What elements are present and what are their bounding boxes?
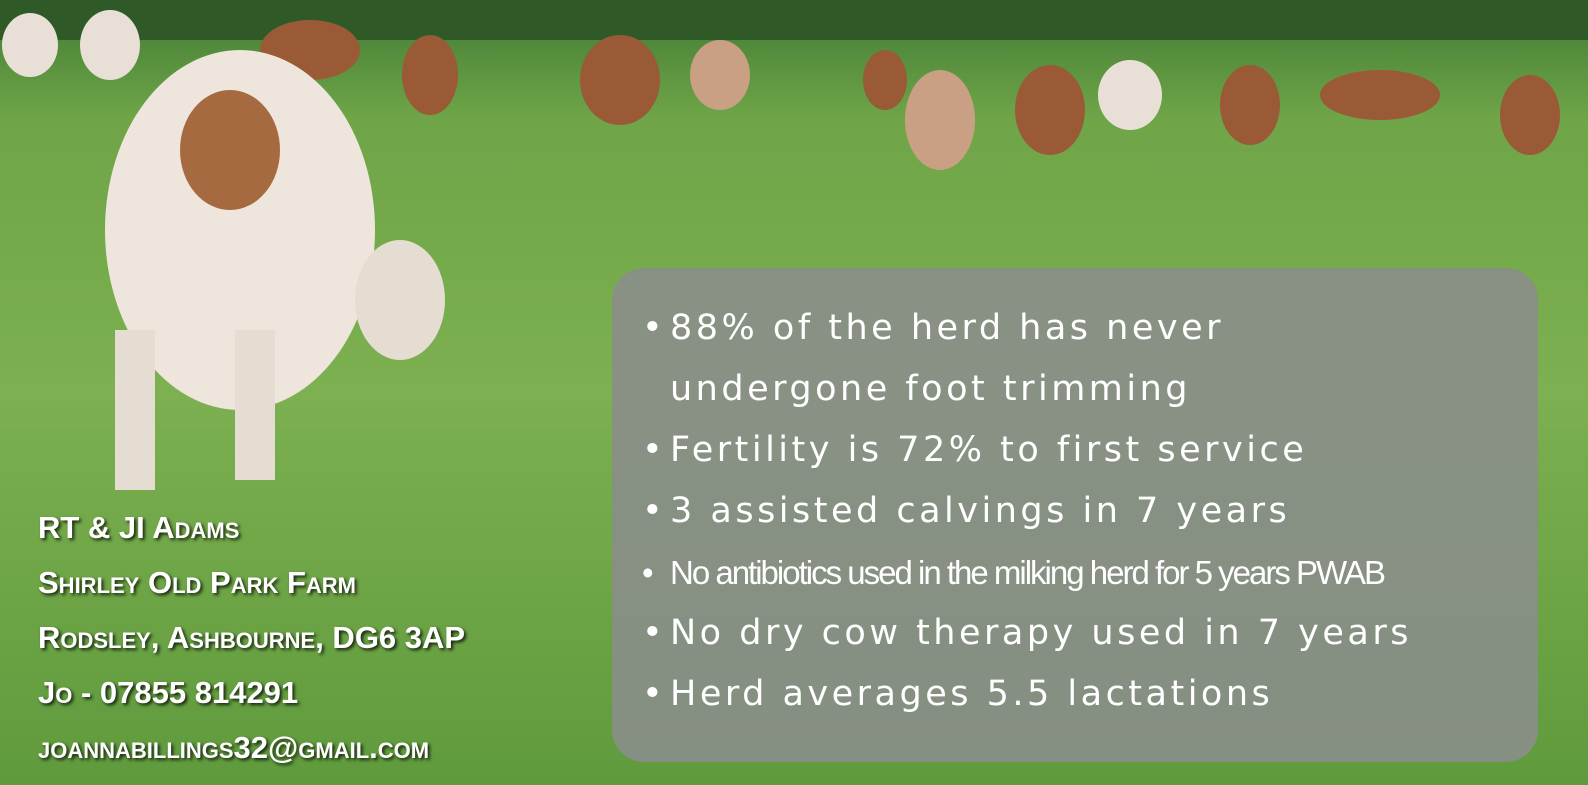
facts-list: 88% of the herd has never undergone foot… <box>640 298 1530 725</box>
email: joannabillings32@gmail.com <box>38 720 465 775</box>
fact: 88% of the herd has never undergone foot… <box>640 298 1270 420</box>
fact: No dry cow therapy used in 7 years <box>640 603 1530 664</box>
page: RT & JI Adams Shirley Old Park Farm Rods… <box>0 0 1588 785</box>
fact: 3 assisted calvings in 7 years <box>640 481 1530 542</box>
address: Rodsley, Ashbourne, DG6 3AP <box>38 610 465 665</box>
fact: Herd averages 5.5 lactations <box>640 664 1530 725</box>
hedge <box>0 0 1588 40</box>
contact-name: RT & JI Adams <box>38 500 465 555</box>
farm-name: Shirley Old Park Farm <box>38 555 465 610</box>
phone: Jo - 07855 814291 <box>38 665 465 720</box>
fact: No antibiotics used in the milking herd … <box>640 542 1530 603</box>
fact: Fertility is 72% to first service <box>640 420 1530 481</box>
contact-details: RT & JI Adams Shirley Old Park Farm Rods… <box>38 500 465 775</box>
